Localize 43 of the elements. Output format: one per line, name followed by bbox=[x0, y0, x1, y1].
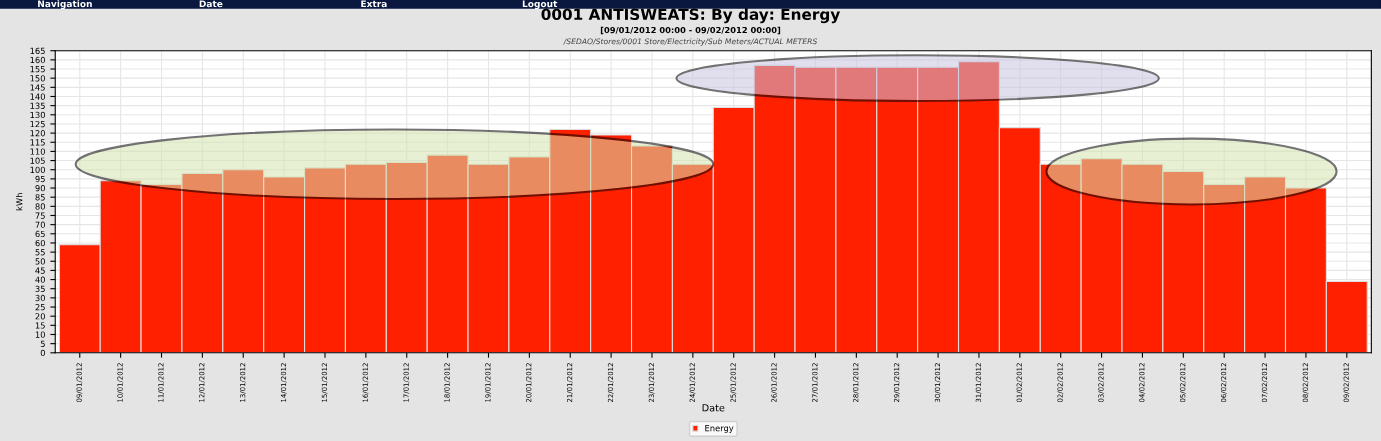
y-tick-label: 75 bbox=[35, 212, 45, 219]
y-tick-label: 5 bbox=[40, 340, 45, 347]
y-tick-label: 145 bbox=[30, 84, 45, 91]
y-tick-label: 70 bbox=[35, 221, 45, 228]
text: Extra bbox=[361, 0, 387, 8]
y-tick-label: 10 bbox=[35, 331, 45, 338]
y-tick-label: 105 bbox=[30, 157, 45, 164]
chart-subtitle: [09/01/2012 00:00 - 09/02/2012 00:00] bbox=[600, 26, 781, 35]
y-tick-label: 130 bbox=[30, 111, 45, 119]
y-tick-label: 25 bbox=[35, 304, 45, 311]
y-tick-label: 150 bbox=[30, 75, 45, 82]
y-tick-label: 50 bbox=[35, 258, 45, 265]
y-tick-label: 125 bbox=[30, 120, 45, 128]
y-tick-label: 65 bbox=[35, 230, 45, 238]
y-tick-label: 155 bbox=[30, 66, 45, 73]
y-tick-label: 0 bbox=[40, 349, 45, 357]
y-tick-label: 85 bbox=[35, 194, 45, 201]
y-axis-title: kWh bbox=[15, 193, 23, 211]
y-tick-label: 165 bbox=[30, 47, 45, 54]
y-tick-label: 160 bbox=[30, 56, 45, 64]
y-tick-label: 45 bbox=[35, 267, 45, 274]
y-tick-label: 30 bbox=[35, 294, 45, 302]
y-tick-label: 95 bbox=[35, 175, 45, 183]
y-tick-label: 15 bbox=[35, 322, 45, 329]
y-tick-label: 55 bbox=[35, 249, 45, 256]
y-tick-label: 80 bbox=[35, 203, 45, 210]
y-tick-label: 135 bbox=[30, 102, 45, 109]
y-tick-label: 100 bbox=[30, 166, 45, 173]
y-tick-label: 115 bbox=[30, 139, 45, 146]
text: Navigation bbox=[38, 0, 92, 9]
text: Logout bbox=[522, 0, 558, 9]
y-tick-label: 110 bbox=[30, 148, 45, 155]
y-tick-label: 60 bbox=[35, 239, 45, 247]
y-tick-label: 20 bbox=[35, 313, 45, 320]
y-tick-label: 40 bbox=[35, 276, 45, 283]
y-tick-label: 35 bbox=[35, 285, 45, 293]
y-tick-label: 120 bbox=[30, 130, 45, 137]
x-axis-title: Date bbox=[702, 404, 725, 412]
legend-label: Energy bbox=[705, 425, 734, 433]
y-tick-label: 140 bbox=[30, 93, 45, 100]
y-tick-label: 90 bbox=[35, 185, 45, 192]
text: Date bbox=[199, 0, 223, 8]
chart-title: 0001 ANTISWEATS: By day: Energy bbox=[541, 8, 840, 24]
